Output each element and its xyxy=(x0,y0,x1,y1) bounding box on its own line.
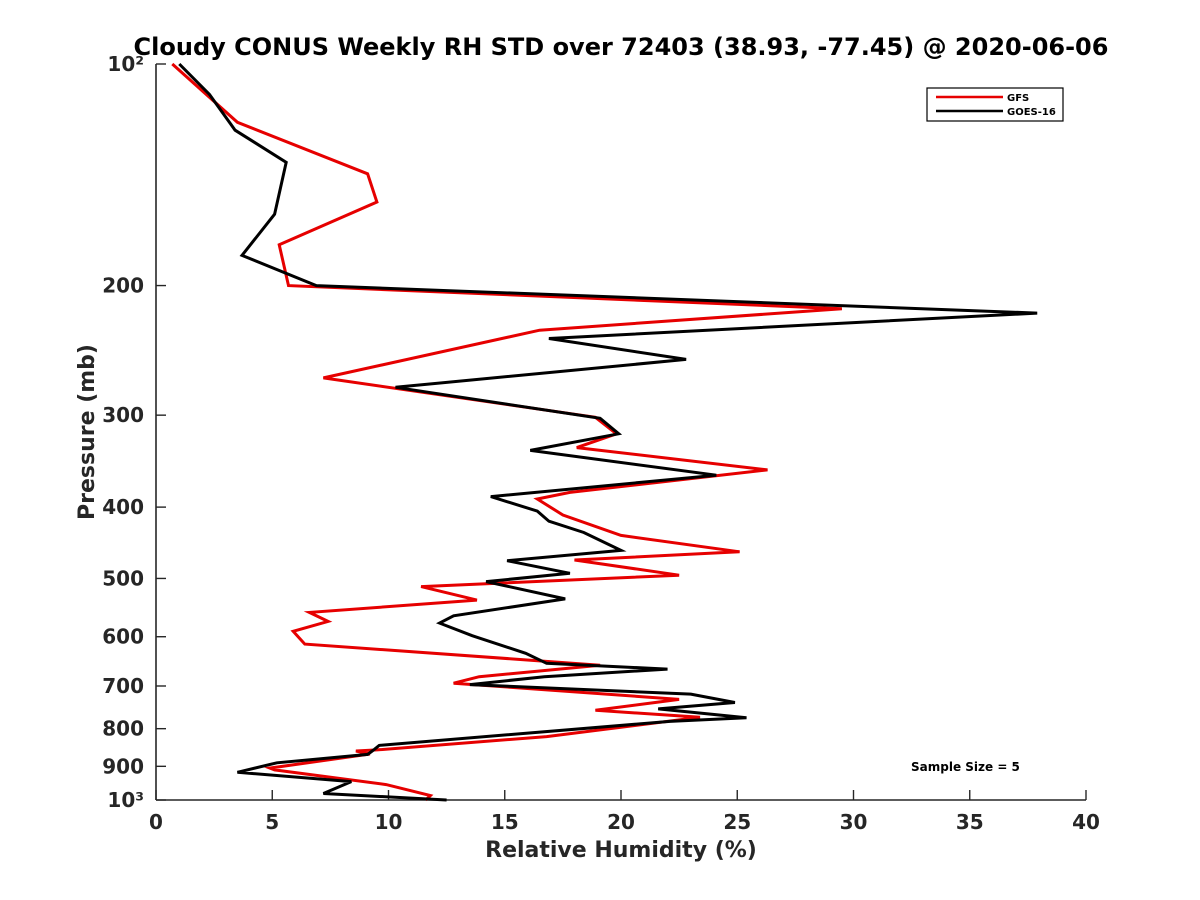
y-axis-label: Pressure (mb) xyxy=(75,344,100,520)
x-tick-label: 15 xyxy=(491,810,519,834)
y-tick-label: 800 xyxy=(102,717,144,741)
x-tick-label: 20 xyxy=(607,810,635,834)
sample-size-annotation: Sample Size = 5 xyxy=(911,760,1020,774)
y-tick-label: 400 xyxy=(102,495,144,519)
y-tick-label: 600 xyxy=(102,625,144,649)
y-tick-label: 300 xyxy=(102,403,144,427)
series-layer xyxy=(171,62,1038,802)
x-tick-label: 0 xyxy=(149,810,163,834)
series-line-gfs xyxy=(171,62,843,802)
x-tick-label: 40 xyxy=(1072,810,1100,834)
y-ticks: 10² 200 300 400 500 600 700 800 900 10³ xyxy=(102,52,166,812)
x-tick-label: 35 xyxy=(956,810,984,834)
legend-box xyxy=(926,87,1064,122)
x-axis-label: Relative Humidity (%) xyxy=(485,838,757,863)
y-tick-label: 10² xyxy=(107,52,144,76)
legend-label-gfs: GFS xyxy=(1007,93,1029,104)
x-tick-label: 25 xyxy=(723,810,751,834)
y-tick-label: 700 xyxy=(102,674,144,698)
y-tick-label: 200 xyxy=(102,274,144,298)
series-line-goes16 xyxy=(178,62,1038,802)
legend-label-goes16: GOES-16 xyxy=(1007,107,1056,118)
y-tick-label: 500 xyxy=(102,566,144,590)
x-tick-label: 5 xyxy=(265,810,279,834)
chart-title: Cloudy CONUS Weekly RH STD over 72403 (3… xyxy=(134,33,1109,61)
x-tick-label: 30 xyxy=(840,810,868,834)
legend: GFS GOES-16 xyxy=(926,87,1064,122)
x-tick-label: 10 xyxy=(375,810,403,834)
y-tick-label: 10³ xyxy=(107,788,144,812)
y-tick-label: 900 xyxy=(102,754,144,778)
x-ticks: 0 5 10 15 20 25 30 35 40 xyxy=(149,790,1100,834)
